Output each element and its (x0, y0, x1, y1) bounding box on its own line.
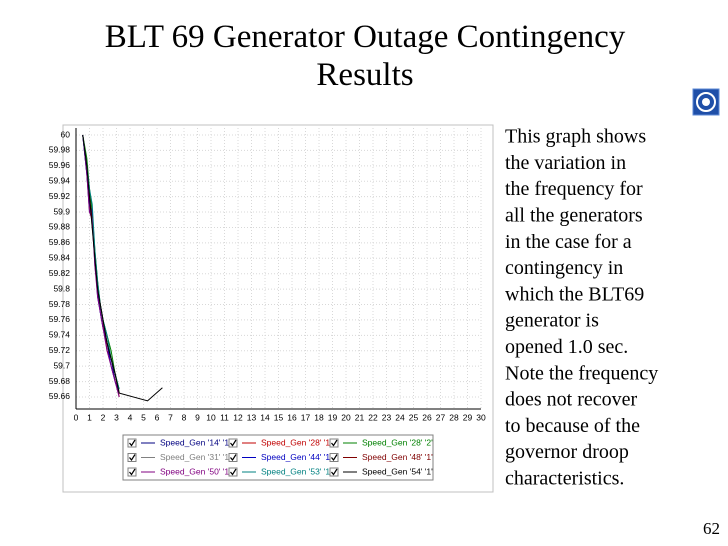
legend-label: Speed_Gen '28' '1' (261, 437, 332, 447)
y-tick-label: 60 (61, 129, 71, 139)
body-text: the variation in (505, 152, 626, 174)
legend-checkbox[interactable] (228, 438, 238, 448)
body-text: in the case for a (505, 231, 632, 253)
body-text: opened 1.0 sec. (505, 336, 628, 358)
y-tick-label: 59.9 (53, 206, 70, 216)
y-tick-label: 59.66 (49, 391, 71, 401)
x-tick-label: 0 (74, 412, 79, 422)
body-text: the frequency for (505, 178, 643, 200)
x-tick-label: 13 (247, 412, 257, 422)
y-tick-label: 59.74 (49, 330, 71, 340)
x-tick-label: 18 (314, 412, 324, 422)
page-number: 62 (703, 519, 720, 538)
y-tick-label: 59.7 (53, 360, 70, 370)
body-text: does not recover (505, 389, 638, 411)
legend-check (230, 468, 237, 476)
x-tick-label: 5 (141, 412, 146, 422)
legend-checkbox[interactable] (329, 438, 339, 448)
legend-label: Speed_Gen '48' '1' (362, 452, 433, 462)
legend-checkbox[interactable] (228, 453, 238, 462)
y-tick-label: 59.98 (49, 145, 71, 155)
legend-label: Speed_Gen '50' '1' (160, 466, 231, 476)
x-tick-label: 17 (301, 412, 311, 422)
logo (692, 88, 720, 116)
y-tick-label: 59.82 (49, 268, 71, 278)
x-tick-label: 26 (422, 412, 432, 422)
legend-label: Speed_Gen '54' '1' (362, 466, 433, 476)
legend-check (331, 439, 338, 447)
y-tick-label: 59.96 (49, 160, 71, 170)
y-tick-label: 59.94 (49, 175, 71, 185)
x-tick-label: 22 (368, 412, 378, 422)
legend-checkbox[interactable] (228, 467, 238, 477)
body-text: Note the frequency (505, 362, 658, 384)
x-tick-label: 25 (409, 412, 419, 422)
y-tick-label: 59.8 (53, 283, 70, 293)
legend-checkbox[interactable] (329, 453, 339, 462)
y-tick-label: 59.88 (49, 222, 71, 232)
x-tick-label: 24 (395, 412, 405, 422)
x-tick-label: 3 (114, 412, 119, 422)
legend-box (122, 434, 434, 481)
x-tick-label: 4 (128, 412, 133, 422)
legend-label: Speed_Gen '31' '1' (160, 452, 231, 462)
legend-checkbox[interactable] (329, 467, 339, 477)
slide-title: BLT 69 Generator Outage Contingency Resu… (104, 19, 626, 93)
y-tick-label: 59.86 (49, 237, 71, 247)
y-tick-label: 59.84 (49, 253, 71, 263)
legend-check (331, 454, 338, 462)
x-tick-label: 11 (220, 412, 229, 422)
x-tick-label: 27 (436, 412, 446, 422)
x-tick-label: 8 (182, 412, 187, 422)
y-tick-label: 59.68 (49, 376, 71, 386)
legend-check (230, 454, 237, 462)
body-text: all the generators (505, 204, 643, 226)
y-tick-label: 59.78 (49, 299, 71, 309)
y-tick-label: 59.76 (49, 314, 71, 324)
body-text: This graph shows (505, 126, 646, 148)
legend-check (331, 468, 338, 476)
body-text: to because of the (505, 415, 640, 437)
legend-label: Speed_Gen '53' '1' (261, 466, 332, 476)
x-tick-label: 12 (233, 412, 243, 422)
body-text: contingency in (505, 257, 623, 279)
series-line (82, 134, 163, 402)
x-tick-label: 19 (328, 412, 338, 422)
x-tick-label: 6 (155, 412, 160, 422)
x-tick-label: 14 (260, 412, 270, 422)
x-tick-label: 15 (274, 412, 284, 422)
x-tick-label: 2 (101, 412, 106, 422)
legend-check (129, 468, 136, 476)
x-tick-label: 28 (449, 412, 459, 422)
legend-check (230, 439, 237, 447)
legend-label: Speed_Gen '28' '2' (362, 437, 433, 447)
x-tick-label: 9 (195, 412, 200, 422)
body-text: characteristics. (505, 467, 624, 489)
body-text: generator is (505, 310, 599, 332)
x-tick-label: 1 (87, 412, 92, 422)
x-tick-label: 21 (355, 412, 365, 422)
legend-label: Speed_Gen '44' '1' (261, 452, 332, 462)
x-tick-label: 16 (287, 412, 297, 422)
legend-checkbox[interactable] (127, 467, 137, 477)
legend-check (129, 439, 136, 447)
x-tick-label: 23 (382, 412, 392, 422)
legend-label: Speed_Gen '14' '1' (160, 437, 231, 447)
legend-checkbox[interactable] (127, 438, 137, 448)
x-tick-label: 7 (168, 412, 173, 422)
series-line (82, 134, 120, 398)
x-tick-label: 30 (476, 412, 486, 422)
x-tick-label: 20 (341, 412, 351, 422)
legend-check (129, 454, 136, 462)
x-tick-label: 10 (206, 412, 216, 422)
legend-checkbox[interactable] (127, 453, 137, 462)
body-text: which the BLT69 (505, 283, 644, 305)
x-tick-label: 29 (463, 412, 473, 422)
y-tick-label: 59.92 (49, 191, 71, 201)
body-text: governor droop (505, 441, 629, 463)
y-tick-label: 59.72 (49, 345, 71, 355)
